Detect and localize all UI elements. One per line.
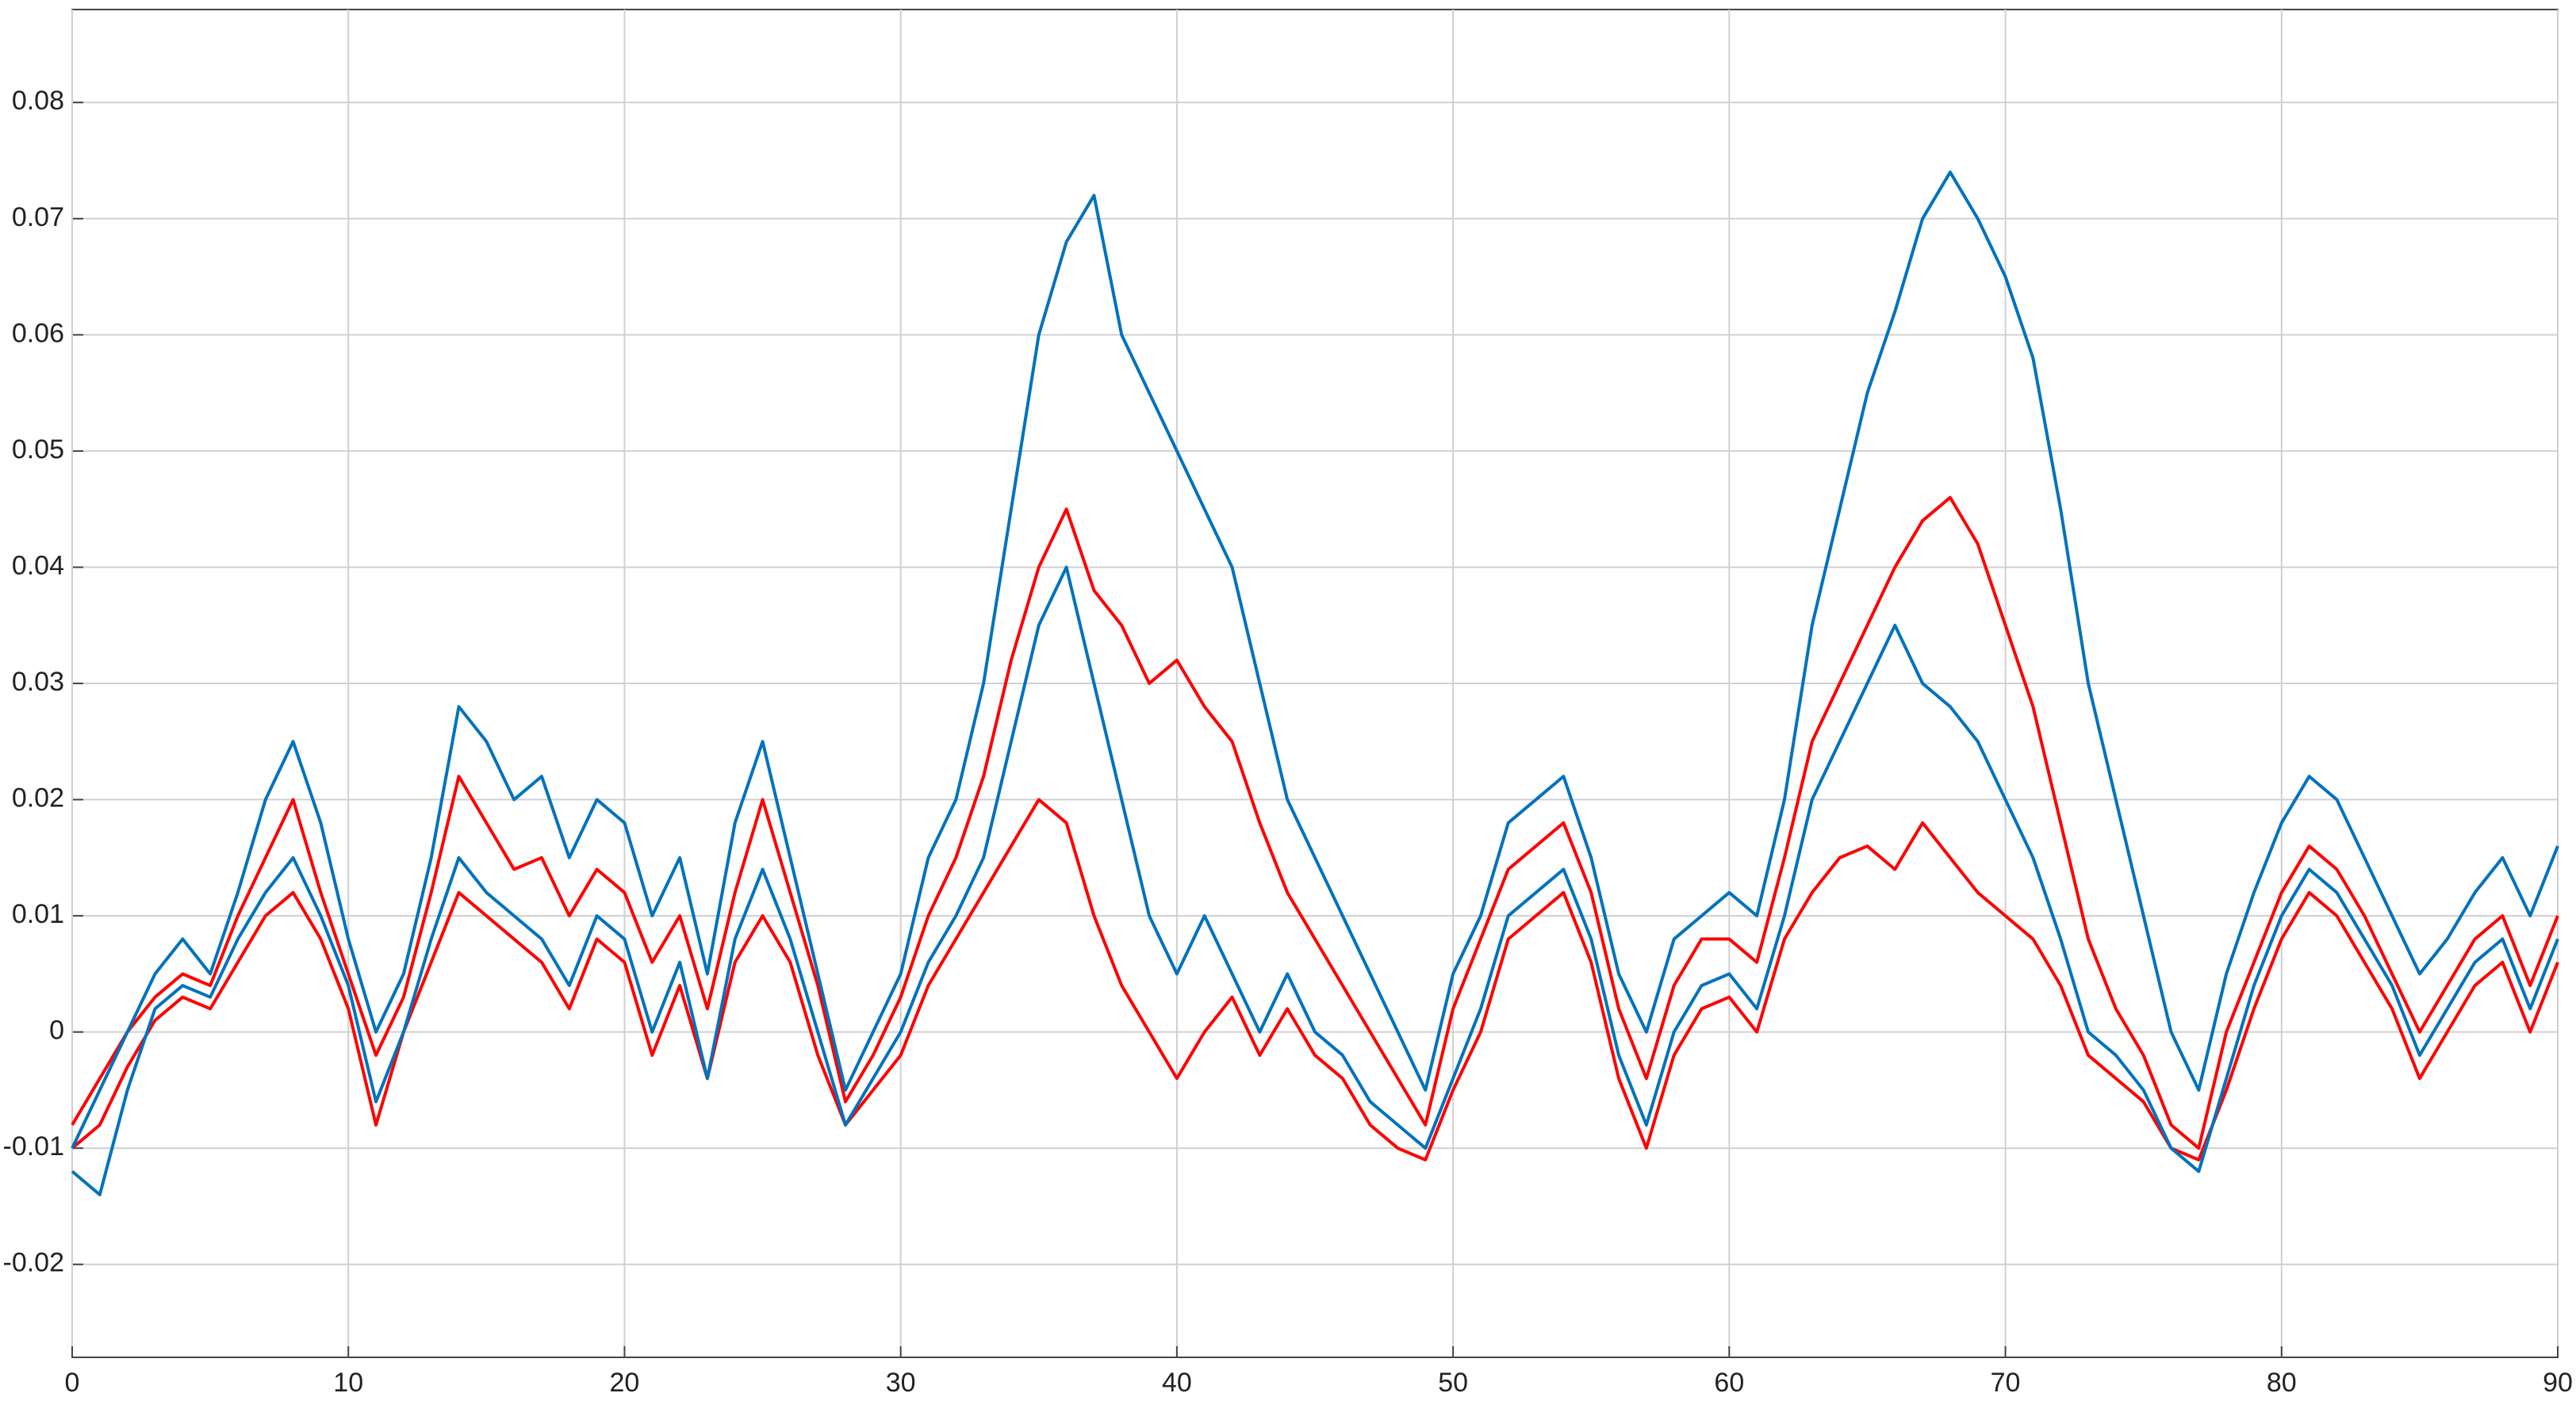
- y-tick-label: 0.05: [12, 434, 64, 465]
- x-tick-label: 70: [1991, 1368, 2021, 1398]
- y-tick-label: 0.06: [12, 318, 64, 348]
- x-tick-label: 20: [610, 1368, 640, 1398]
- x-tick-label: 90: [2543, 1368, 2573, 1398]
- x-tick-label: 0: [65, 1368, 80, 1398]
- x-tick-label: 40: [1162, 1368, 1192, 1398]
- series-line: [71, 565, 2559, 1196]
- y-tick-label: 0.04: [12, 550, 64, 580]
- y-tick-label: -0.01: [3, 1131, 65, 1162]
- x-tick-label: 60: [1714, 1368, 1744, 1398]
- y-tick-label: 0: [49, 1016, 64, 1046]
- series-line: [71, 798, 2559, 1162]
- y-tick-label: 0.07: [12, 202, 64, 232]
- y-tick-label: -0.02: [3, 1248, 65, 1278]
- x-tick-label: 10: [333, 1368, 363, 1398]
- y-tick-label: 0.03: [12, 667, 64, 697]
- y-tick-label: 0.02: [12, 783, 64, 813]
- y-tick-label: 0.08: [12, 86, 64, 116]
- series-line: [71, 496, 2559, 1150]
- x-tick-label: 30: [886, 1368, 916, 1398]
- x-tick-label: 80: [2267, 1368, 2297, 1398]
- series-line: [71, 170, 2559, 1150]
- y-tick-label: 0.01: [12, 899, 64, 929]
- x-tick-label: 50: [1438, 1368, 1468, 1398]
